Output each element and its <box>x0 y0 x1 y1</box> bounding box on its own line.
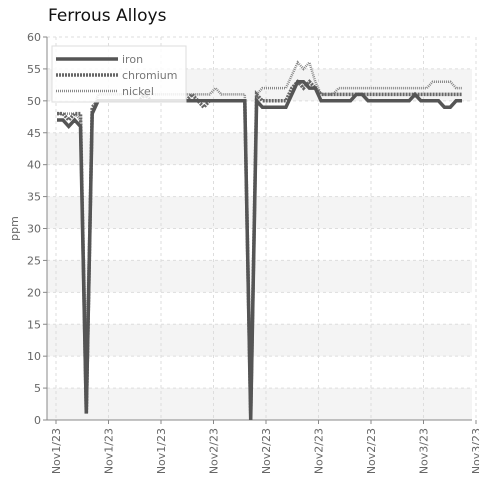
legend-label-nickel: nickel <box>122 85 154 98</box>
grid-band <box>47 132 472 165</box>
series-line-nickel <box>57 60 462 395</box>
grid-band <box>47 388 472 420</box>
y-tick-label: 0 <box>34 414 41 427</box>
y-tick-label: 5 <box>34 382 41 395</box>
y-tick-label: 55 <box>27 63 41 76</box>
legend-label-iron: iron <box>122 53 143 66</box>
x-tick-label: Nov1/23 <box>103 428 116 474</box>
y-tick-label: 40 <box>27 159 41 172</box>
y-tick-label: 60 <box>27 31 41 44</box>
x-tick-label: Nov2/23 <box>208 428 221 474</box>
x-tick-label: Nov1/23 <box>155 428 168 474</box>
y-tick-label: 25 <box>27 254 41 267</box>
grid-band <box>47 260 472 293</box>
y-tick-label: 35 <box>27 191 41 204</box>
grid-band <box>47 196 472 229</box>
grid-band <box>47 324 472 357</box>
x-tick-label: Nov1/23 <box>50 428 63 474</box>
chart-title: Ferrous Alloys <box>48 6 167 26</box>
y-tick-label: 10 <box>27 350 41 363</box>
x-tick-label: Nov2/23 <box>365 428 378 474</box>
x-tick-label: Nov2/23 <box>260 428 273 474</box>
y-tick-label: 50 <box>27 95 41 108</box>
x-tick-label: Nov2/23 <box>313 428 326 474</box>
x-tick-label: Nov3/23 <box>470 428 479 474</box>
legend-label-chromium: chromium <box>122 69 178 82</box>
y-tick-label: 15 <box>27 318 41 331</box>
y-tick-label: 30 <box>27 223 41 236</box>
y-tick-label: 45 <box>27 127 41 140</box>
y-axis-label: ppm <box>8 216 21 241</box>
x-tick-label: Nov3/23 <box>418 428 431 474</box>
y-tick-label: 20 <box>27 286 41 299</box>
